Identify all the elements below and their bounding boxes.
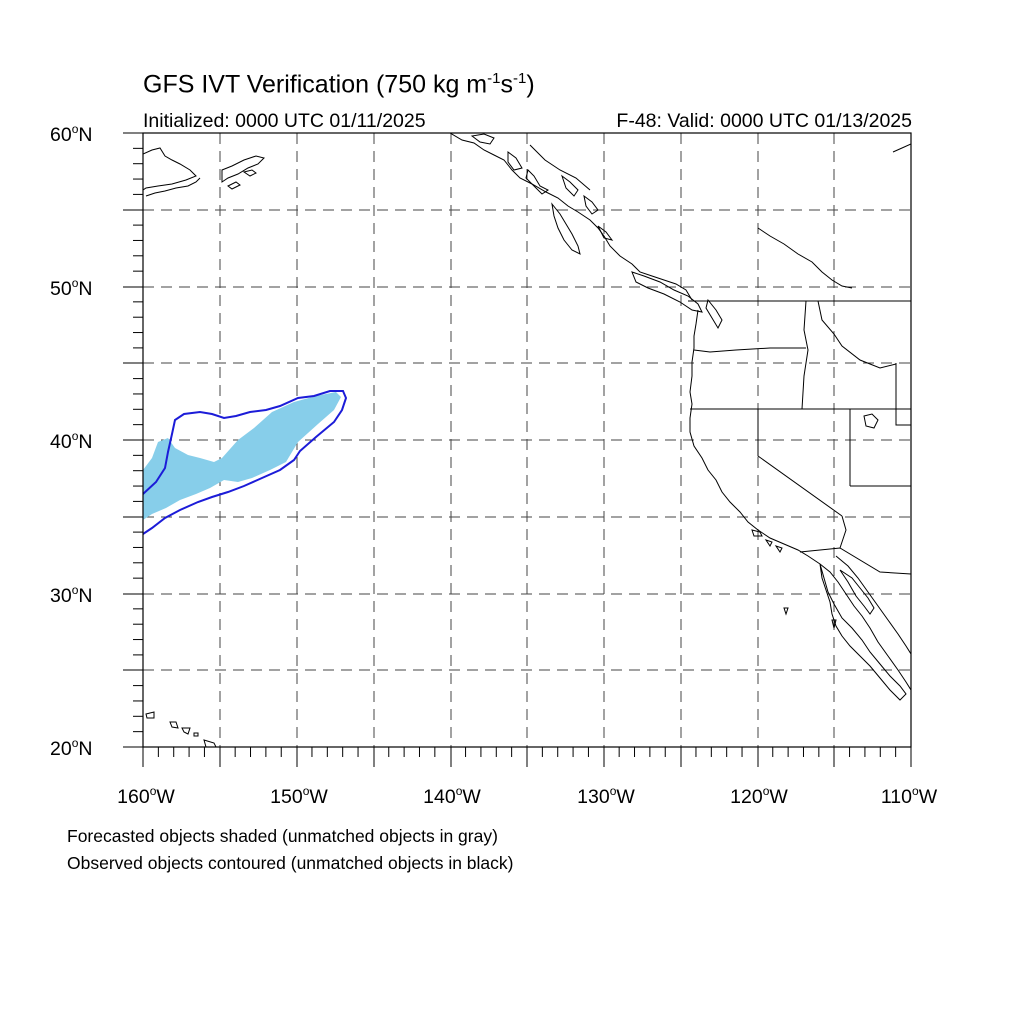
lat-label-40n: 40oN <box>50 429 93 453</box>
lat-lon-grid <box>143 133 911 747</box>
lon-label-110w: 110oW <box>880 784 938 808</box>
map-frame <box>142 132 912 748</box>
political-boundaries <box>529 144 911 575</box>
forecast-ivt-object <box>143 392 341 520</box>
lat-label-20n: 20oN <box>50 736 93 760</box>
observed-ivt-contour <box>143 390 348 535</box>
lat-minor-ticks <box>133 147 143 733</box>
legend-note-forecast: Forecasted objects shaded (unmatched obj… <box>67 826 498 846</box>
lat-label-60n: 60oN <box>50 122 93 146</box>
initialized-time: Initialized: 0000 UTC 01/11/2025 <box>143 110 426 132</box>
lon-label-140w: 140oW <box>423 784 481 808</box>
lon-ticks <box>142 747 912 767</box>
legend-note-observed: Observed objects contoured (unmatched ob… <box>67 853 514 873</box>
lon-label-160w: 160oW <box>117 784 175 808</box>
lat-ticks <box>123 132 143 748</box>
lon-label-130w: 130oW <box>577 784 635 808</box>
valid-time: F-48: Valid: 0000 UTC 01/13/2025 <box>616 110 912 132</box>
lon-label-150w: 150oW <box>270 784 328 808</box>
lat-label-50n: 50oN <box>50 276 93 300</box>
lon-label-120w: 120oW <box>730 784 788 808</box>
coastlines <box>143 133 911 747</box>
lat-label-30n: 30oN <box>50 583 93 607</box>
lon-minor-ticks <box>157 747 897 757</box>
figure-title: GFS IVT Verification (750 kg m-1s-1) <box>143 70 535 99</box>
